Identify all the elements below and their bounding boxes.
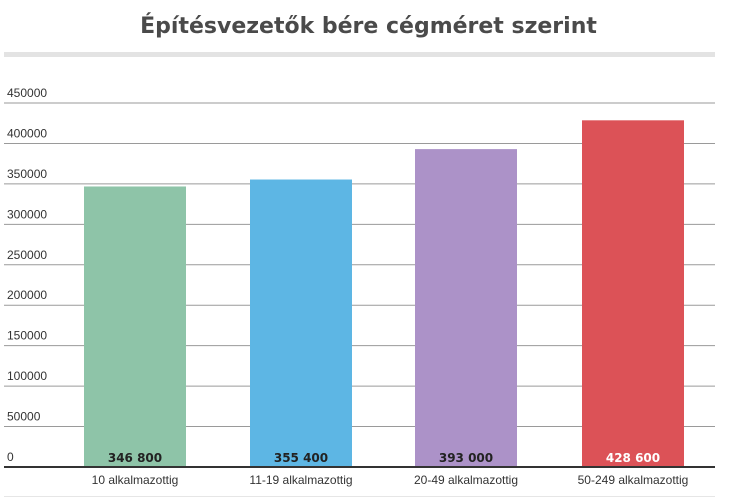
x-tick-label: 10 alkalmazottig bbox=[92, 473, 179, 487]
bar bbox=[582, 120, 684, 468]
bar bbox=[250, 179, 352, 468]
bar bbox=[415, 149, 517, 467]
title-divider bbox=[4, 52, 715, 57]
y-tick-label: 200000 bbox=[7, 288, 47, 302]
y-tick-label: 150000 bbox=[7, 329, 47, 343]
y-tick-label: 0 bbox=[7, 450, 14, 464]
chart-title: Építésvezetők bére cégméret szerint bbox=[140, 14, 597, 39]
y-tick-label: 50000 bbox=[7, 410, 41, 424]
bar bbox=[84, 186, 186, 467]
bottom-divider bbox=[4, 496, 715, 497]
data-label: 355 400 bbox=[274, 451, 328, 465]
y-tick-label: 100000 bbox=[7, 369, 47, 383]
y-tick-label: 300000 bbox=[7, 207, 47, 221]
data-label: 428 600 bbox=[606, 451, 660, 465]
data-label: 393 000 bbox=[439, 451, 493, 465]
y-tick-label: 250000 bbox=[7, 248, 47, 262]
x-tick-label: 50-249 alkalmazottig bbox=[578, 473, 689, 487]
x-tick-label: 20-49 alkalmazottig bbox=[414, 473, 518, 487]
x-tick-label: 11-19 alkalmazottig bbox=[249, 473, 352, 487]
y-tick-label: 400000 bbox=[7, 126, 47, 140]
data-label: 346 800 bbox=[108, 451, 162, 465]
y-tick-label: 450000 bbox=[7, 86, 47, 100]
y-tick-label: 350000 bbox=[7, 167, 47, 181]
